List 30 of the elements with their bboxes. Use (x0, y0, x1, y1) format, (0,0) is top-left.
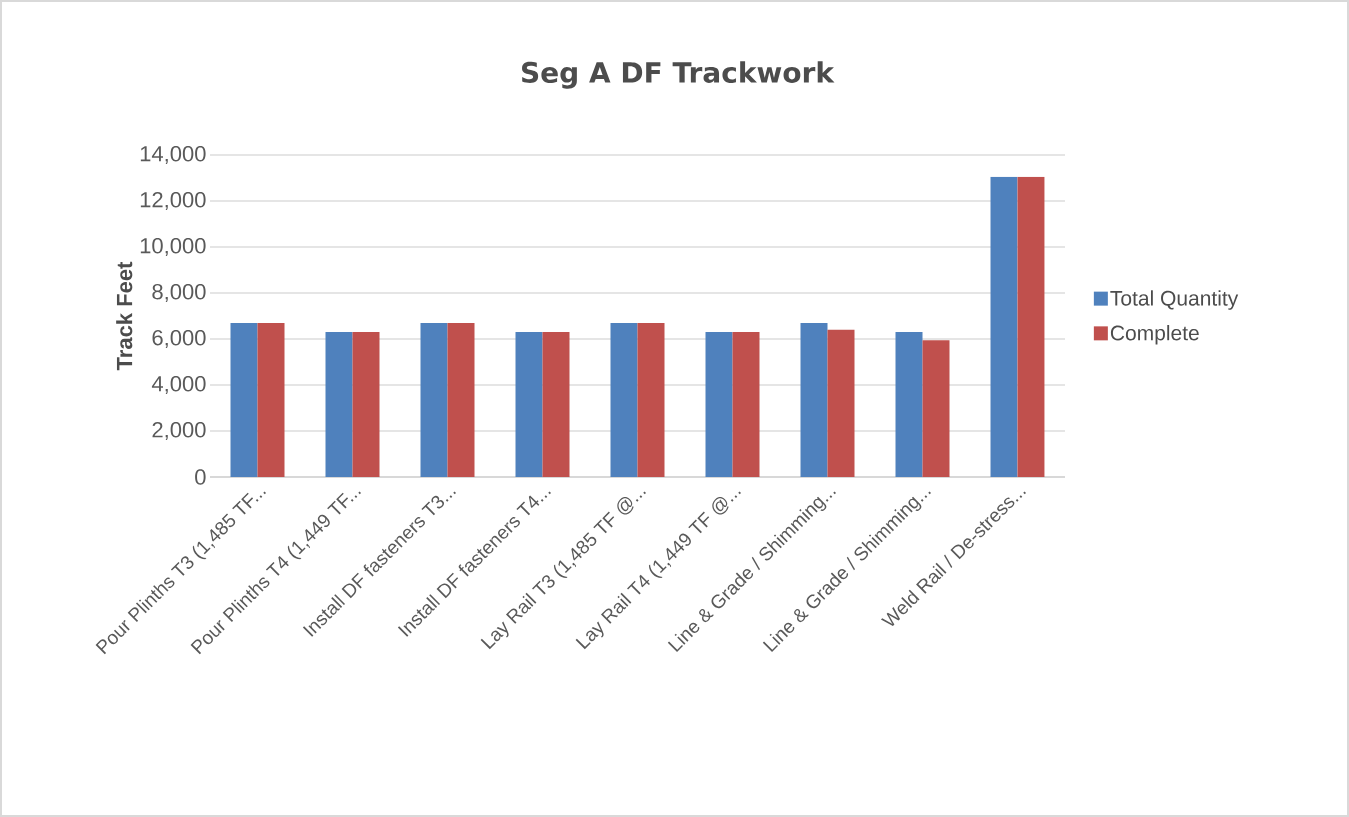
bar (922, 340, 950, 477)
y-tick-label: 14,000 (140, 145, 206, 165)
y-tick-label: 4,000 (151, 375, 206, 395)
bar (990, 176, 1018, 477)
bar (352, 332, 380, 477)
y-axis-title: Track Feet (116, 261, 133, 371)
bar (827, 329, 855, 477)
y-tick-label: 10,000 (140, 237, 206, 257)
bar (257, 322, 285, 477)
legend-label: Total Quantity (1110, 290, 1239, 310)
y-tick-label: 12,000 (140, 191, 206, 211)
bar (895, 332, 923, 477)
bar (705, 332, 733, 477)
bar (800, 322, 828, 477)
bar (1017, 176, 1045, 477)
chart-title: Seg A DF Trackwork (522, 61, 835, 89)
bar (447, 322, 475, 477)
bar (420, 322, 448, 477)
bar (610, 322, 638, 477)
bar (542, 332, 570, 477)
bar (515, 332, 543, 477)
bar (732, 332, 760, 477)
y-tick-label: 0 (195, 469, 206, 485)
bar (637, 322, 665, 477)
bar (325, 332, 353, 477)
legend-label: Complete (1110, 325, 1199, 345)
y-tick-label: 8,000 (152, 283, 206, 303)
y-tick-label: 2,000 (152, 421, 206, 441)
bar (230, 322, 258, 477)
y-tick-label: 6,000 (152, 329, 206, 349)
